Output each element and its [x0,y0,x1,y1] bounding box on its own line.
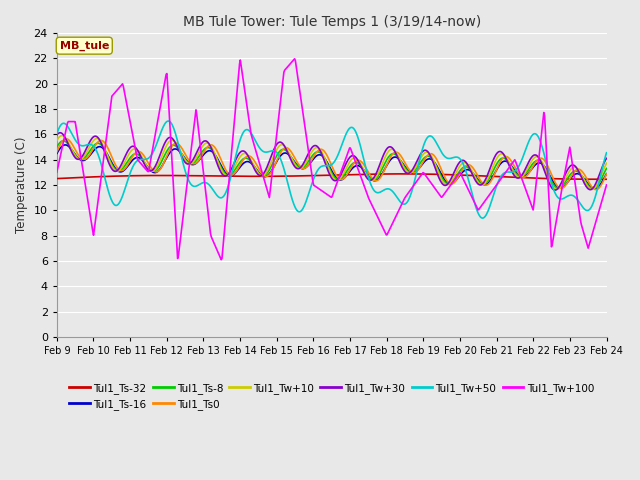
Y-axis label: Temperature (C): Temperature (C) [15,137,28,233]
Legend: Tul1_Ts-32, Tul1_Ts-16, Tul1_Ts-8, Tul1_Ts0, Tul1_Tw+10, Tul1_Tw+30, Tul1_Tw+50,: Tul1_Ts-32, Tul1_Ts-16, Tul1_Ts-8, Tul1_… [65,379,598,414]
Title: MB Tule Tower: Tule Temps 1 (3/19/14-now): MB Tule Tower: Tule Temps 1 (3/19/14-now… [182,15,481,29]
Text: MB_tule: MB_tule [60,40,109,51]
